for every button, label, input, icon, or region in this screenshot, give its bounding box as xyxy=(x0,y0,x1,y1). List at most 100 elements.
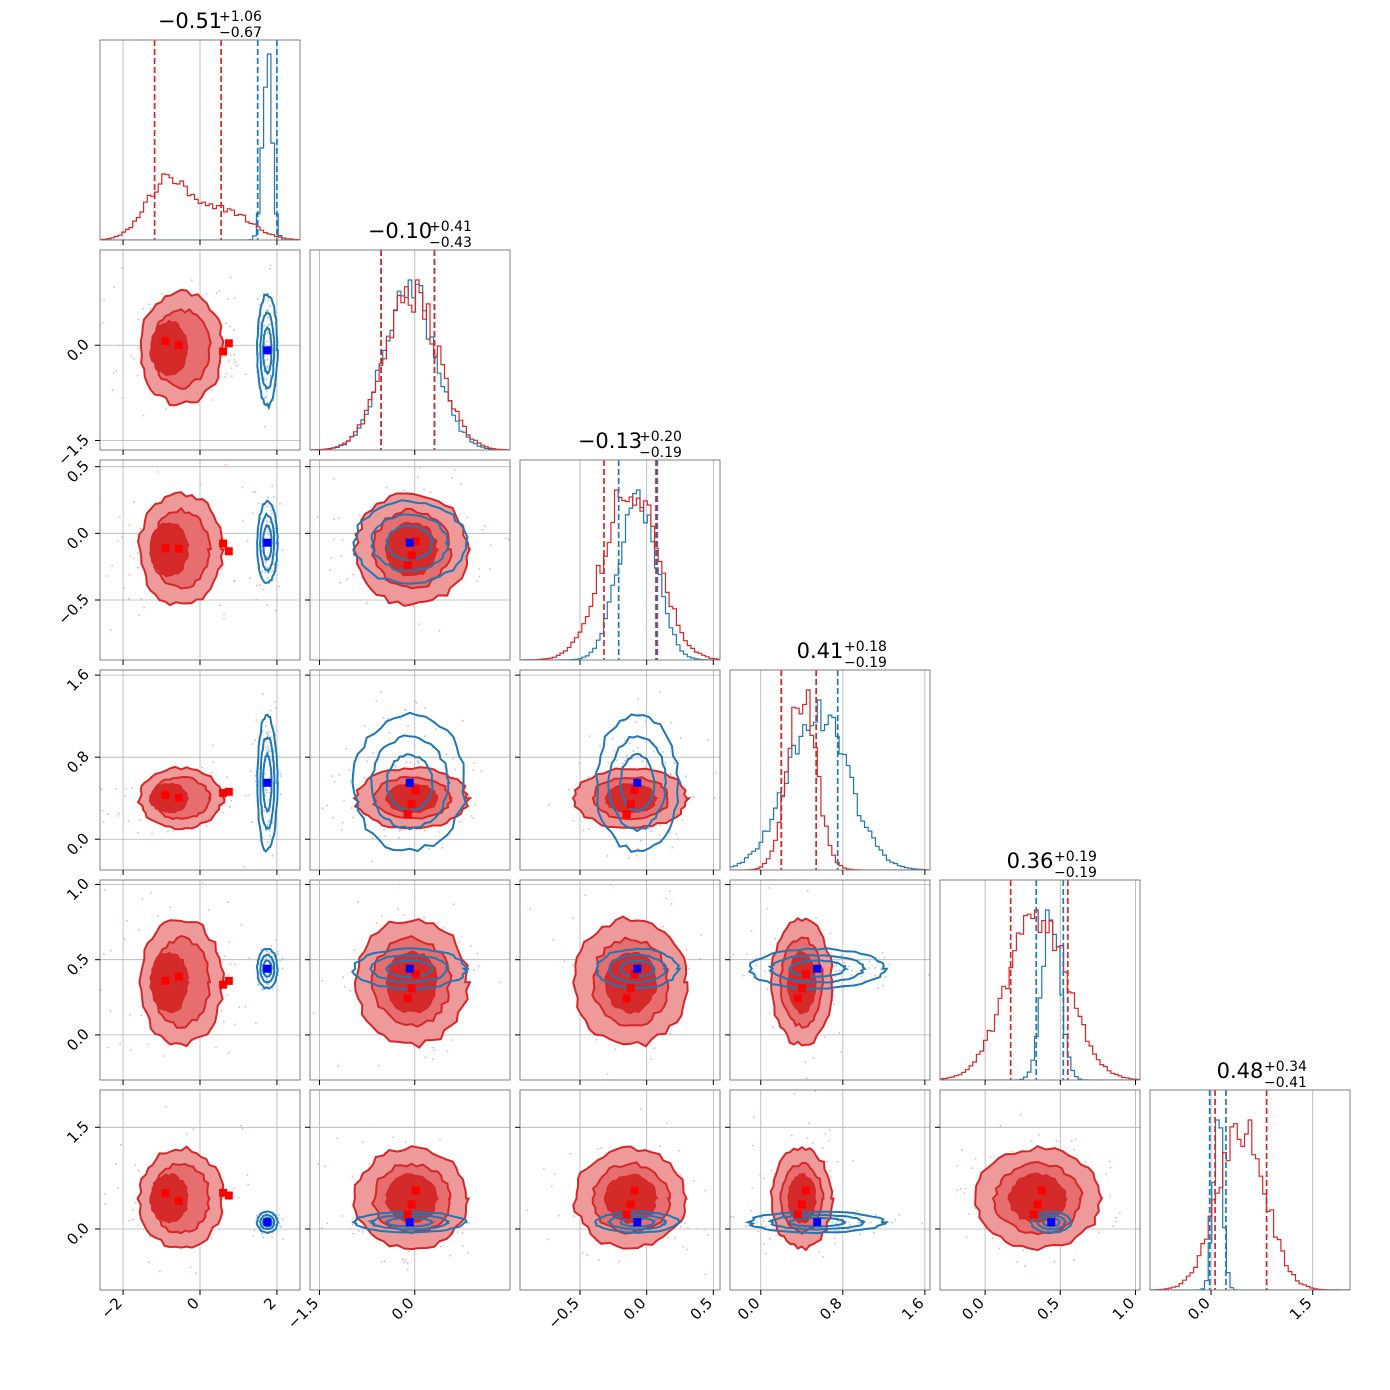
scatter-point-b xyxy=(835,960,838,963)
scatter-point-a xyxy=(764,1252,767,1255)
scatter-point-b xyxy=(265,749,268,752)
scatter-point-a xyxy=(394,765,397,768)
scatter-point-a xyxy=(120,1143,122,1146)
scatter-point-a xyxy=(1073,1148,1075,1151)
tick-label-x: −2 xyxy=(98,1294,126,1322)
contour-b-level-3 xyxy=(385,524,434,562)
panel-frame xyxy=(729,1089,931,1291)
scatter-point-b xyxy=(333,518,336,521)
scatter-point-b xyxy=(271,344,274,346)
scatter-point-b xyxy=(269,570,272,573)
contour-b-level-2 xyxy=(259,311,276,391)
scatter-point-a xyxy=(228,360,230,363)
scatter-point-a xyxy=(103,953,105,956)
scatter-point-b xyxy=(349,1228,352,1230)
scatter-point-a xyxy=(234,361,237,364)
scatter-point-b xyxy=(833,994,835,997)
scatter-point-a xyxy=(470,815,473,817)
scatter-point-b xyxy=(637,698,639,701)
scatter-point-a xyxy=(234,297,236,300)
scatter-point-b xyxy=(267,323,270,326)
scatter-point-a xyxy=(450,1039,453,1041)
panel-title: −0.13 xyxy=(578,429,642,453)
scatter-point-a xyxy=(117,812,120,814)
scatter-point-b xyxy=(476,580,478,582)
marker-a xyxy=(630,786,639,795)
scatter-point-a xyxy=(700,934,703,936)
scatter-point-a xyxy=(413,743,416,746)
contour-b-level-1 xyxy=(256,499,279,585)
panel-frame xyxy=(309,249,511,451)
scatter-point-a xyxy=(333,538,335,541)
scatter-point-a xyxy=(834,1242,837,1245)
scatter-point-a xyxy=(773,1173,776,1175)
scatter-point-a xyxy=(282,1238,285,1241)
scatter-point-b xyxy=(349,780,352,782)
scatter-point-b xyxy=(265,789,267,792)
panel-frame xyxy=(309,459,511,661)
scatter-point-a xyxy=(159,1270,161,1273)
scatter-point-b xyxy=(651,888,653,890)
scatter-point-a xyxy=(100,788,103,791)
scatter-point-a xyxy=(124,795,127,797)
scatter-point-a xyxy=(227,974,230,976)
scatter-point-b xyxy=(338,774,341,776)
scatter-point-a xyxy=(824,1036,826,1038)
scatter-point-a xyxy=(109,1010,112,1013)
scatter-point-b xyxy=(265,562,267,564)
scatter-point-a xyxy=(151,832,154,835)
scatter-point-a xyxy=(92,969,94,971)
scatter-point-b xyxy=(622,762,624,765)
scatter-point-b xyxy=(361,1231,364,1233)
panel-5-3: 0.0 0.8 1.6 xyxy=(725,1089,931,1324)
scatter-point-b xyxy=(837,1220,840,1223)
scatter-point-a xyxy=(344,986,346,988)
scatter-point-a xyxy=(215,1046,217,1049)
scatter-point-b xyxy=(277,953,280,956)
scatter-point-a xyxy=(147,1261,150,1264)
scatter-point-b xyxy=(268,791,271,794)
scatter-point-a xyxy=(148,303,150,306)
scatter-point-a xyxy=(752,1144,754,1147)
scatter-point-a xyxy=(211,771,213,774)
scatter-point-a xyxy=(554,1173,556,1175)
scatter-point-a xyxy=(578,762,581,764)
scatter-point-a xyxy=(991,1237,994,1240)
scatter-point-a xyxy=(478,575,481,578)
scatter-point-b xyxy=(732,1216,735,1218)
scatter-point-a xyxy=(134,1201,137,1204)
scatter-point-a xyxy=(230,367,233,370)
marker-a xyxy=(622,994,631,1003)
scatter-point-a xyxy=(1030,1140,1033,1142)
panel-frame xyxy=(309,669,511,871)
scatter-point-b xyxy=(632,750,635,752)
scatter-point-a xyxy=(751,1187,754,1189)
scatter-point-a xyxy=(115,1163,117,1166)
scatter-point-b xyxy=(891,1221,894,1224)
marker-a xyxy=(407,800,416,809)
scatter-point-a xyxy=(123,1086,125,1088)
scatter-point-a xyxy=(102,821,105,824)
scatter-point-b xyxy=(894,1218,897,1221)
scatter-point-a xyxy=(223,613,226,615)
scatter-point-b xyxy=(684,775,687,778)
scatter-point-a xyxy=(227,901,230,904)
scatter-point-a xyxy=(454,768,457,771)
scatter-point-b xyxy=(351,1223,354,1226)
scatter-point-b xyxy=(275,938,277,941)
tick-label-y: 0.0 xyxy=(63,829,93,859)
scatter-point-a xyxy=(194,1272,197,1274)
scatter-point-a xyxy=(115,370,118,372)
scatter-point-a xyxy=(103,299,105,302)
contour-a-inner xyxy=(604,783,659,814)
scatter-point-a xyxy=(92,1204,94,1206)
scatter-point-a xyxy=(136,552,139,555)
contour-b-level-1 xyxy=(351,1210,468,1234)
scatter-point-a xyxy=(224,376,226,378)
scatter-point-b xyxy=(259,321,261,323)
scatter-point-b xyxy=(268,958,271,961)
scatter-point-b xyxy=(848,1221,851,1224)
scatter-point-b xyxy=(371,860,373,863)
marker-a xyxy=(174,972,183,981)
scatter-point-b xyxy=(648,827,651,830)
